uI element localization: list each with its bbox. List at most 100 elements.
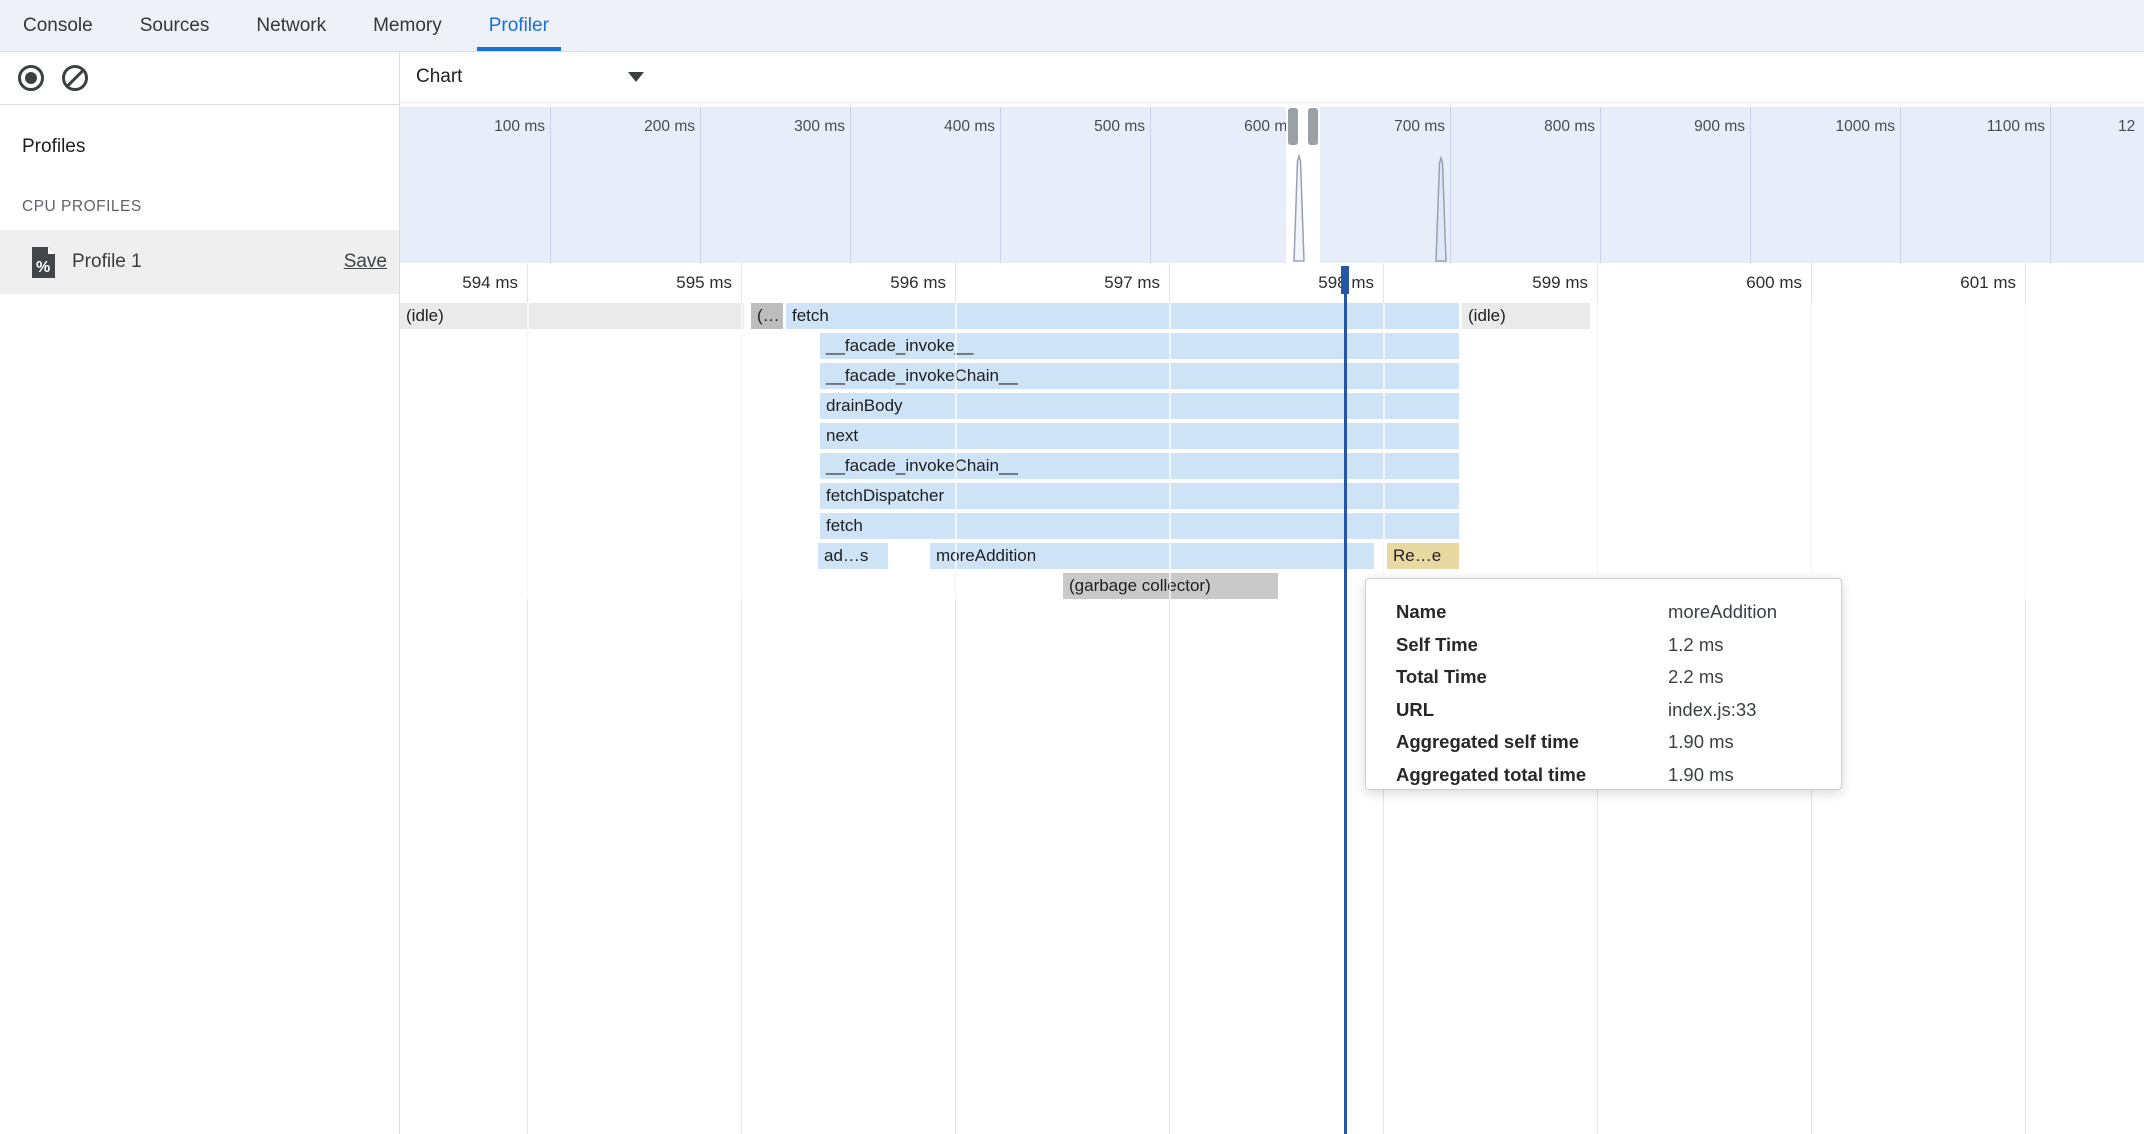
- tab-console[interactable]: Console: [23, 15, 93, 36]
- tooltip-value: index.js:33: [1668, 698, 1757, 720]
- flame-bar[interactable]: (idle): [400, 303, 744, 329]
- overview-gridline: [1600, 107, 1601, 263]
- tooltip-value: 1.90 ms: [1668, 731, 1734, 753]
- clear-icon[interactable]: [62, 65, 88, 91]
- profile-name: Profile 1: [72, 251, 142, 272]
- overview-gridline: [1000, 107, 1001, 263]
- tooltip-row: Name moreAddition: [1396, 596, 1841, 629]
- tooltip-label: Aggregated self time: [1396, 731, 1579, 753]
- save-profile-link[interactable]: Save: [343, 251, 387, 272]
- detail-tick-label: 598 ms: [1318, 273, 1374, 292]
- flame-bar[interactable]: __facade_invokeChain__: [820, 453, 1459, 479]
- overview-tick-label: 700 ms: [1394, 118, 1445, 135]
- tooltip-label: Aggregated total time: [1396, 763, 1587, 785]
- tooltip-value: 1.90 ms: [1668, 763, 1734, 785]
- detail-gridline-overlay: [1597, 303, 1599, 599]
- view-mode-value: Chart: [416, 66, 463, 87]
- cpu-activity-spikes: [1293, 153, 1447, 262]
- flame-bar[interactable]: drainBody: [820, 393, 1459, 419]
- flame-bar[interactable]: __facade_invokeChain__: [820, 363, 1459, 389]
- sidebar-item-profile-1[interactable]: % Profile 1 Save: [0, 230, 399, 294]
- detail-tick-label: 597 ms: [1104, 273, 1160, 292]
- playhead-marker-line: [1344, 294, 1347, 1134]
- detail-tick-label: 599 ms: [1532, 273, 1588, 292]
- overview-tick-label: 500 ms: [1094, 118, 1145, 135]
- detail-gridline: [1169, 263, 1170, 1134]
- detail-tick-label: 594 ms: [462, 273, 518, 292]
- overview-tick-label: 600 ms: [1244, 118, 1295, 135]
- sidebar: Profiles CPU PROFILES % Profile 1 Save: [0, 52, 399, 1134]
- tooltip-label: Self Time: [1396, 633, 1478, 655]
- selection-handle-left[interactable]: [1288, 108, 1298, 145]
- overview-tick-label: 200 ms: [644, 118, 695, 135]
- flame-bar[interactable]: (…: [751, 303, 783, 329]
- overview-tick-label: 400 ms: [944, 118, 995, 135]
- tooltip-row: Self Time 1.2 ms: [1396, 629, 1841, 662]
- playhead-marker-head[interactable]: [1341, 266, 1349, 294]
- overview-tick-label: 1000 ms: [1835, 118, 1895, 135]
- detail-gridline: [2025, 263, 2026, 1134]
- cpu-profiles-group-label: CPU PROFILES: [22, 198, 142, 215]
- selection-handle-right[interactable]: [1308, 108, 1318, 145]
- detail-tick-label: 595 ms: [676, 273, 732, 292]
- detail-gridline-overlay: [1811, 303, 1813, 599]
- detail-gridline-overlay: [1383, 303, 1385, 599]
- flame-bar[interactable]: Re…e: [1387, 543, 1459, 569]
- pane-divider: [399, 52, 400, 1134]
- flame-bar[interactable]: __facade_invoke__: [820, 333, 1459, 359]
- detail-gridline: [527, 263, 528, 1134]
- tooltip-value: 2.2 ms: [1668, 666, 1724, 688]
- flame-bar[interactable]: fetch: [786, 303, 1459, 329]
- tooltip-value: 1.2 ms: [1668, 633, 1724, 655]
- record-icon[interactable]: [18, 65, 44, 91]
- profiles-heading: Profiles: [22, 136, 86, 157]
- flame-chart[interactable]: Name moreAddition Self Time 1.2 ms Total Tim…: [400, 263, 2144, 1134]
- detail-tick-label: 596 ms: [890, 273, 946, 292]
- chart-toolbar: Chart: [400, 52, 2144, 103]
- tab-sources[interactable]: Sources: [139, 15, 210, 36]
- overview-tick-label: 800 ms: [1544, 118, 1595, 135]
- flame-bar[interactable]: moreAddition: [930, 543, 1374, 569]
- detail-tick-label: 600 ms: [1746, 273, 1802, 292]
- record-icon-ring: [18, 65, 44, 91]
- flame-bar[interactable]: fetchDispatcher: [820, 483, 1459, 509]
- overview-gridline: [2050, 107, 2051, 263]
- tab-memory[interactable]: Memory: [373, 15, 442, 36]
- tooltip-value: moreAddition: [1668, 601, 1778, 623]
- overview-tick-label: 100 ms: [494, 118, 545, 135]
- tooltip-row: Aggregated self time 1.90 ms: [1396, 726, 1841, 759]
- detail-gridline-overlay: [1169, 303, 1171, 599]
- overview-tick-label: 300 ms: [794, 118, 845, 135]
- tooltip-row: URL index.js:33: [1396, 694, 1841, 727]
- tab-profiler[interactable]: Profiler: [476, 0, 562, 51]
- detail-gridline-overlay: [955, 303, 957, 599]
- overview-gridline: [1450, 107, 1451, 263]
- timeline-overview[interactable]: 100 ms 200 ms 300 ms 400 ms 500 ms 600 ms 700 …: [400, 107, 2144, 264]
- profile-document-icon: %: [32, 246, 55, 278]
- overview-gridline: [1750, 107, 1751, 263]
- flame-bar[interactable]: fetch: [820, 513, 1459, 539]
- detail-tick-label: 601 ms: [1960, 273, 2016, 292]
- tab-bar: Console Sources Network Memory Profiler: [0, 0, 2144, 52]
- overview-gridline: [850, 107, 851, 263]
- svg-text:%: %: [36, 259, 50, 276]
- tooltip-label: URL: [1396, 698, 1435, 720]
- flame-bar[interactable]: next: [820, 423, 1459, 449]
- overview-gridline: [1900, 107, 1901, 263]
- record-icon-dot: [25, 72, 37, 84]
- chevron-down-icon: [628, 72, 644, 82]
- frame-tooltip: Name moreAddition Self Time 1.2 ms Total Tim…: [1365, 578, 1842, 790]
- tab-network[interactable]: Network: [256, 15, 327, 36]
- profiler-toolbar: [0, 52, 399, 105]
- detail-gridline-overlay: [741, 303, 743, 599]
- tooltip-row: Aggregated total time 1.90 ms: [1396, 759, 1841, 792]
- overview-tick-label: 1100 ms: [1986, 118, 2045, 135]
- detail-gridline-overlay: [527, 303, 529, 599]
- flame-bar[interactable]: ad…s: [818, 543, 888, 569]
- view-mode-select[interactable]: Chart: [416, 66, 648, 88]
- overview-tick-label: 900 ms: [1694, 118, 1745, 135]
- tooltip-label: Name: [1396, 601, 1447, 623]
- flame-bar[interactable]: (idle): [1462, 303, 1590, 329]
- overview-gridline: [550, 107, 551, 263]
- detail-gridline: [741, 263, 742, 1134]
